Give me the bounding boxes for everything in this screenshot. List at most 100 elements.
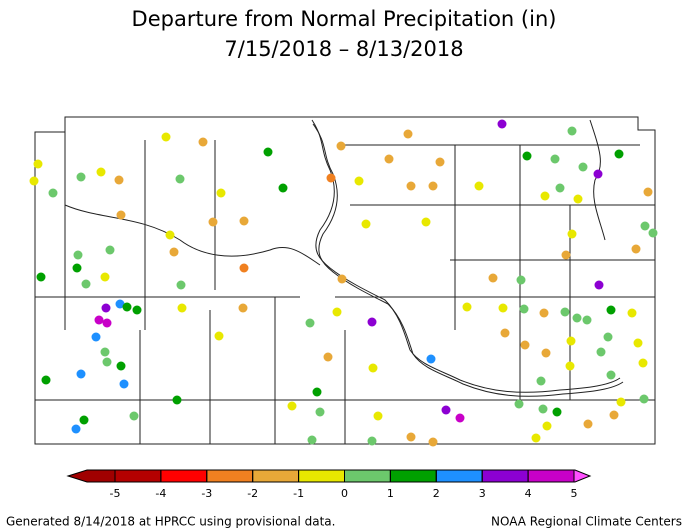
colorbar-tick-label: -4: [155, 487, 166, 500]
station-dot: [561, 250, 571, 260]
station-dot: [582, 315, 592, 325]
station-dot: [216, 188, 226, 198]
station-dot: [567, 229, 577, 239]
station-dot: [312, 387, 322, 397]
station-dot: [102, 318, 112, 328]
station-dot: [594, 280, 604, 290]
station-dot: [116, 210, 126, 220]
station-dot: [536, 376, 546, 386]
footer-right: NOAA Regional Climate Centers: [491, 515, 682, 529]
colorbar-bin: [481, 469, 529, 483]
station-dot: [421, 217, 431, 227]
station-dot: [132, 305, 142, 315]
station-dot: [538, 404, 548, 414]
border-line: [589, 119, 606, 241]
station-dot: [116, 361, 126, 371]
station-dot: [165, 230, 175, 240]
colorbar-bin: [298, 469, 346, 483]
colorbar-tick-label: -3: [201, 487, 212, 500]
station-dot: [373, 411, 383, 421]
station-dot: [287, 401, 297, 411]
station-dot: [519, 304, 529, 314]
station-dot: [238, 303, 248, 313]
station-dot: [565, 361, 575, 371]
colorbar-bin: [252, 469, 300, 483]
station-dot: [441, 405, 451, 415]
colorbar-bin: [160, 469, 208, 483]
station-dot: [531, 433, 541, 443]
station-dot: [315, 407, 325, 417]
colorbar-tick-label: 1: [387, 487, 394, 500]
station-dot: [455, 413, 465, 423]
station-dot: [522, 151, 532, 161]
station-dot: [326, 173, 336, 183]
station-dot: [616, 397, 626, 407]
station-dot: [102, 357, 112, 367]
station-dot: [79, 415, 89, 425]
station-dot: [122, 302, 132, 312]
station-dot: [29, 176, 39, 186]
station-dot: [514, 399, 524, 409]
colorbar-tick-label: -2: [247, 487, 258, 500]
map-subtitle: 7/15/2018 – 8/13/2018: [224, 37, 463, 61]
station-dot: [73, 250, 83, 260]
colorbar-bin: [435, 469, 483, 483]
station-dot: [406, 432, 416, 442]
station-dot: [541, 348, 551, 358]
station-dot: [263, 147, 273, 157]
colorbar-over: [573, 469, 592, 483]
station-dot: [91, 332, 101, 342]
station-dot: [474, 181, 484, 191]
station-dot: [177, 303, 187, 313]
station-dot: [76, 172, 86, 182]
station-dot: [175, 174, 185, 184]
colorbar-under: [66, 469, 116, 483]
station-dot: [520, 340, 530, 350]
station-dot: [566, 336, 576, 346]
station-dot: [552, 407, 562, 417]
station-dot: [578, 162, 588, 172]
station-dot: [648, 228, 658, 238]
station-dot: [172, 395, 182, 405]
colorbar-tick-label: 0: [341, 487, 348, 500]
station-dot: [639, 394, 649, 404]
river: [311, 119, 621, 393]
station-dot: [101, 303, 111, 313]
colorbar-bin: [527, 469, 575, 483]
station-dot: [239, 263, 249, 273]
station-dot: [71, 424, 81, 434]
station-dot: [115, 299, 125, 309]
station-dot: [169, 247, 179, 257]
colorbar-tick-label: 4: [525, 487, 532, 500]
station-dot: [603, 332, 613, 342]
station-dot: [426, 354, 436, 364]
station-dot: [573, 194, 583, 204]
station-dot: [497, 119, 507, 129]
station-dot: [161, 132, 171, 142]
station-dot: [48, 188, 58, 198]
station-dot: [100, 347, 110, 357]
colorbar-tick-label: 5: [571, 487, 578, 500]
station-dot: [633, 338, 643, 348]
colorbar-tick-label: 3: [479, 487, 486, 500]
station-dot: [606, 370, 616, 380]
station-dot: [278, 183, 288, 193]
map-title: Departure from Normal Precipitation (in): [132, 7, 557, 31]
footer-left: Generated 8/14/2018 at HPRCC using provi…: [6, 515, 335, 529]
station-dot: [361, 219, 371, 229]
colorbar-bin: [389, 469, 437, 483]
station-dot: [354, 176, 364, 186]
colorbar-tick-label: -5: [110, 487, 121, 500]
station-dot: [488, 273, 498, 283]
station-dot: [105, 245, 115, 255]
station-dot: [323, 352, 333, 362]
station-dot: [550, 154, 560, 164]
station-dot: [208, 217, 218, 227]
station-dot: [94, 315, 104, 325]
station-dot: [41, 375, 51, 385]
station-dot: [555, 183, 565, 193]
station-dot: [609, 410, 619, 420]
station-dot: [428, 181, 438, 191]
station-dot: [198, 137, 208, 147]
